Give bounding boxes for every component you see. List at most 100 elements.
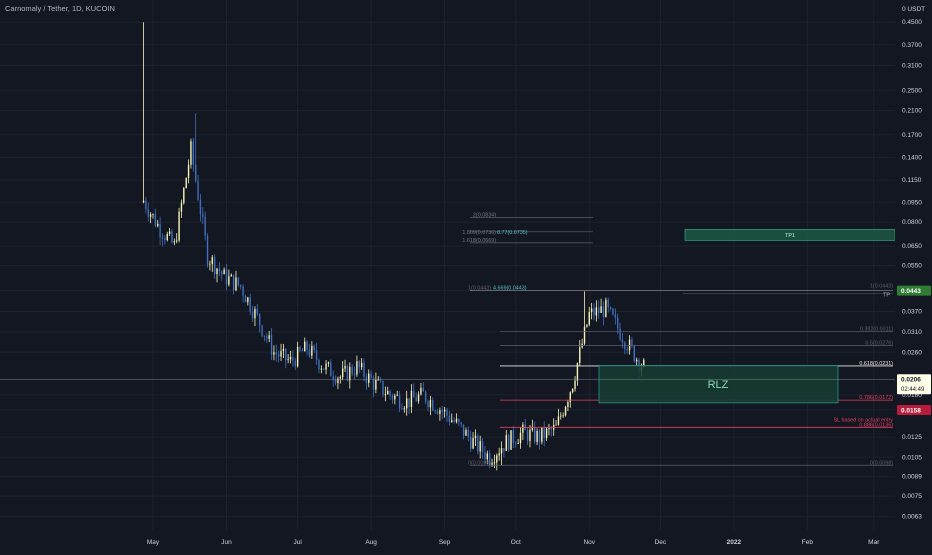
candle: [605, 297, 607, 318]
candle-body: [230, 274, 232, 277]
sl-price-badge[interactable]: 0.0158: [897, 404, 931, 415]
candle-body: [526, 430, 529, 441]
candle: [484, 445, 486, 464]
y-tick-label: 0.0260: [902, 349, 922, 356]
y-tick-label: 0.0105: [902, 454, 922, 461]
candle: [218, 261, 221, 277]
candle: [190, 138, 192, 169]
x-axis: May Jun Jul Aug Sep Oct Nov Dec 2022 Feb Mar: [147, 539, 880, 546]
candle: [370, 370, 372, 380]
fib-label-2: 2(0.0834): [473, 212, 496, 218]
candle: [477, 433, 479, 455]
candle: [377, 376, 379, 381]
candle: [621, 333, 624, 349]
candle: [526, 427, 529, 446]
candle-body: [270, 335, 273, 355]
candle: [282, 343, 285, 358]
candle-body: [353, 373, 356, 375]
candle: [519, 427, 522, 449]
candle-body: [621, 339, 624, 343]
candle: [586, 324, 588, 328]
candle-body: [609, 307, 612, 309]
candle-body: [304, 341, 306, 352]
candle: [209, 260, 211, 271]
candle-body: [446, 409, 448, 416]
candle-body: [240, 284, 242, 287]
candle-body: [251, 311, 254, 319]
x-tick-label: Feb: [802, 539, 814, 546]
symbol-title[interactable]: Carnomaly / Tether, 1D, KUCOIN: [5, 4, 115, 13]
candle: [531, 419, 534, 432]
candle: [164, 235, 166, 245]
candle-body: [365, 376, 368, 383]
candle-body: [401, 408, 403, 410]
candle-body: [325, 363, 327, 370]
candle: [600, 298, 602, 314]
current-price-badge[interactable]: 0.0206 02:44:49: [897, 374, 931, 395]
x-tick-label: Mar: [868, 539, 880, 546]
candle-body: [415, 397, 417, 402]
x-tick-label: Jun: [221, 539, 232, 546]
candle-body: [543, 427, 545, 439]
candle: [474, 429, 477, 446]
candle: [358, 360, 360, 374]
sl-note-label: SL based on actual entry: [834, 418, 894, 424]
candle-body: [588, 312, 590, 325]
candle: [545, 426, 548, 441]
candle: [289, 350, 292, 364]
candle-body: [206, 235, 209, 265]
fib-label-877: 8.77(0.0735): [497, 230, 528, 236]
candle: [562, 412, 564, 418]
candle: [185, 177, 187, 189]
candle: [363, 358, 365, 382]
candle-body: [209, 263, 211, 265]
candle-body: [315, 349, 318, 361]
y-tick-label: 0.0370: [902, 308, 922, 315]
candle-body: [626, 349, 628, 351]
candle-body: [643, 359, 645, 367]
y-tick-label: 0.4500: [902, 19, 922, 26]
candle: [301, 348, 304, 352]
rlz-zone[interactable]: [598, 365, 839, 404]
candle-body: [432, 400, 434, 411]
candle-body: [356, 361, 358, 375]
rlz-label: RLZ: [708, 379, 729, 391]
candle: [318, 358, 320, 374]
candle-body: [202, 214, 204, 217]
candle: [462, 424, 465, 440]
candle-body: [258, 313, 261, 326]
candle: [178, 207, 180, 243]
tp-price-badge[interactable]: 0.0443: [897, 285, 931, 296]
candle: [332, 370, 334, 387]
candle: [590, 302, 593, 320]
candle: [583, 291, 586, 346]
candle-body: [341, 368, 344, 378]
candle-body: [635, 359, 638, 362]
candle: [202, 207, 204, 224]
candle: [372, 375, 375, 398]
candle-body: [590, 308, 593, 313]
candle: [242, 284, 244, 303]
candle: [365, 373, 368, 390]
candle-body: [273, 352, 275, 355]
candle: [287, 354, 289, 364]
fib-label-0382: 0.382(0.0311): [860, 327, 893, 333]
candle-body: [296, 346, 299, 367]
candle-body: [375, 379, 377, 390]
current-price-badge-countdown: 02:44:49: [901, 387, 925, 393]
candle: [382, 380, 384, 398]
candle: [510, 430, 512, 450]
x-tick-label: Aug: [365, 539, 377, 546]
candle: [548, 423, 550, 436]
candle-body: [199, 199, 202, 215]
candle: [505, 429, 507, 452]
candle-body: [183, 188, 185, 203]
y-tick-label: 0.2100: [902, 107, 922, 114]
candle: [263, 335, 266, 342]
candle: [432, 397, 434, 412]
candle: [199, 193, 202, 222]
candle: [145, 197, 147, 214]
candle-body: [149, 214, 152, 217]
